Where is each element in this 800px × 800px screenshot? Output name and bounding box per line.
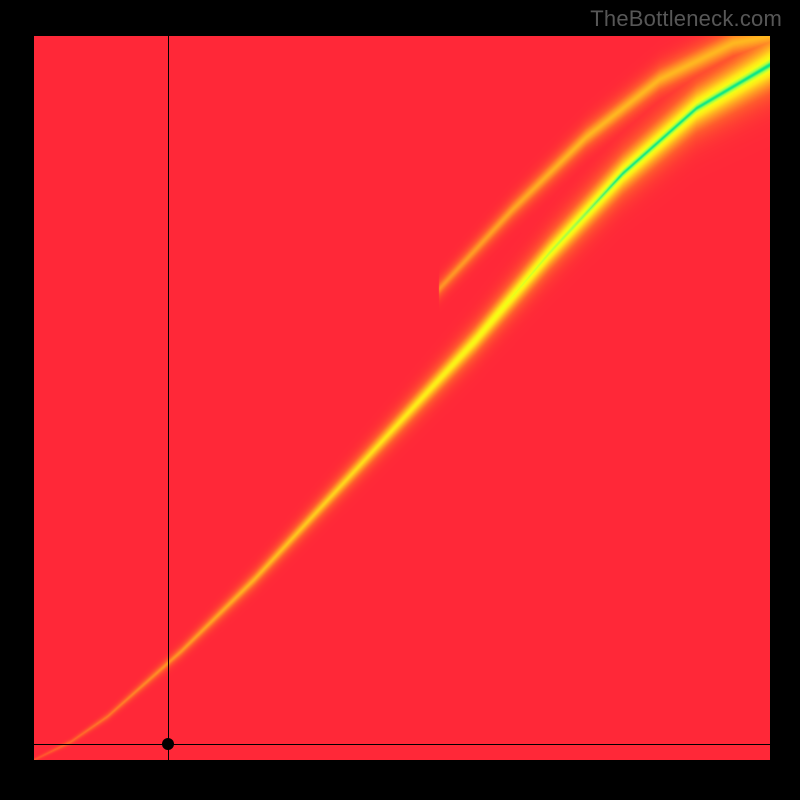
heatmap-canvas <box>34 36 770 760</box>
heatmap-plot <box>34 36 770 760</box>
watermark-text: TheBottleneck.com <box>590 6 782 32</box>
crosshair-marker-dot <box>162 738 174 750</box>
crosshair-vertical <box>168 36 169 760</box>
crosshair-horizontal <box>34 744 770 745</box>
